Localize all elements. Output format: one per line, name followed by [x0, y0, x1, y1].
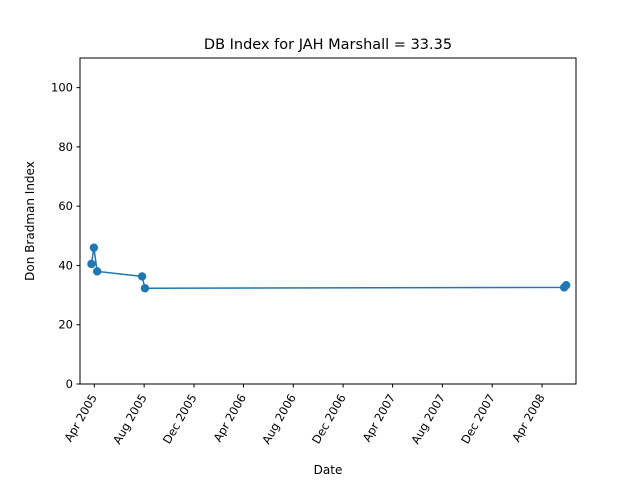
y-axis-ticks: 0 20 40 60 80 100 — [51, 81, 80, 391]
data-point — [87, 259, 96, 269]
y-tick-label: 40 — [58, 258, 73, 272]
y-tick-label: 20 — [58, 318, 73, 332]
y-tick-label: 80 — [58, 140, 73, 154]
plot-frame — [79, 57, 577, 385]
y-tick-label: 100 — [51, 81, 73, 95]
data-point — [89, 243, 99, 252]
y-tick-label: 60 — [58, 199, 73, 213]
series-layer — [87, 243, 571, 293]
x-axis-label: Date — [314, 463, 343, 477]
data-point — [561, 280, 571, 290]
chart-title: DB Index for JAH Marshall = 33.35 — [204, 37, 452, 53]
data-point — [92, 267, 102, 276]
data-point — [137, 272, 147, 281]
data-point — [140, 284, 150, 293]
y-axis-label: Don Bradman Index — [23, 161, 37, 281]
y-tick-label: 0 — [66, 377, 73, 391]
